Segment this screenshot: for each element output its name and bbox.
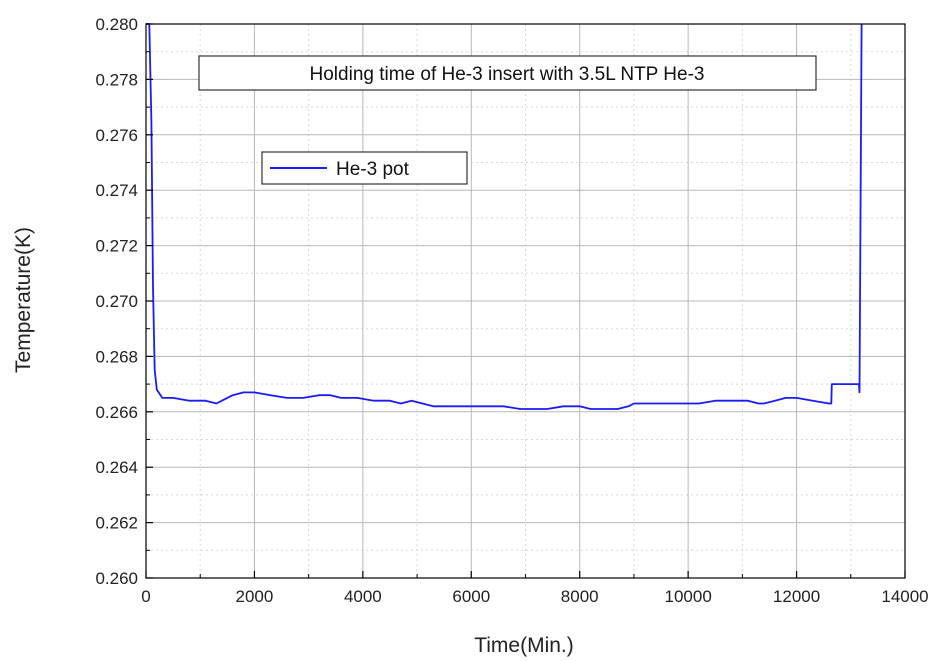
- x-tick-label: 8000: [561, 587, 599, 606]
- y-tick-label: 0.268: [95, 347, 138, 366]
- ticks: [145, 23, 906, 579]
- y-tick-label: 0.260: [95, 569, 138, 588]
- y-axis-title: Temperature(K): [12, 227, 35, 373]
- x-tick-label: 2000: [236, 587, 274, 606]
- tick-labels: 0 2000 4000 6000 8000 10000 12000 14000 0.260 0.2…: [95, 15, 928, 606]
- y-tick-label: 0.262: [95, 514, 138, 533]
- series-line-he-3-pot: [146, 23, 863, 410]
- y-tick-label: 0.276: [95, 126, 138, 145]
- x-tick-label: 12000: [773, 587, 820, 606]
- x-tick-label: 10000: [665, 587, 712, 606]
- y-tick-label: 0.280: [95, 15, 138, 34]
- y-tick-label: 0.264: [95, 458, 138, 477]
- series-layer: [146, 23, 863, 410]
- y-tick-label: 0.274: [95, 181, 138, 200]
- x-tick-label: 6000: [452, 587, 490, 606]
- x-axis-title: Time(Min.): [474, 634, 574, 657]
- y-tick-label: 0.266: [95, 403, 138, 422]
- chart-title: Holding time of He-3 insert with 3.5L NT…: [310, 64, 705, 85]
- x-tick-label: 14000: [881, 587, 928, 606]
- legend-label: He-3 pot: [336, 159, 410, 180]
- y-tick-label: 0.272: [95, 237, 138, 256]
- x-tick-label: 0: [141, 587, 150, 606]
- y-tick-label: 0.270: [95, 292, 138, 311]
- x-tick-label: 4000: [344, 587, 382, 606]
- y-tick-label: 0.278: [95, 70, 138, 89]
- legend: He-3 pot: [261, 151, 468, 185]
- grid: [146, 24, 905, 578]
- title-box: Holding time of He-3 insert with 3.5L NT…: [198, 55, 817, 91]
